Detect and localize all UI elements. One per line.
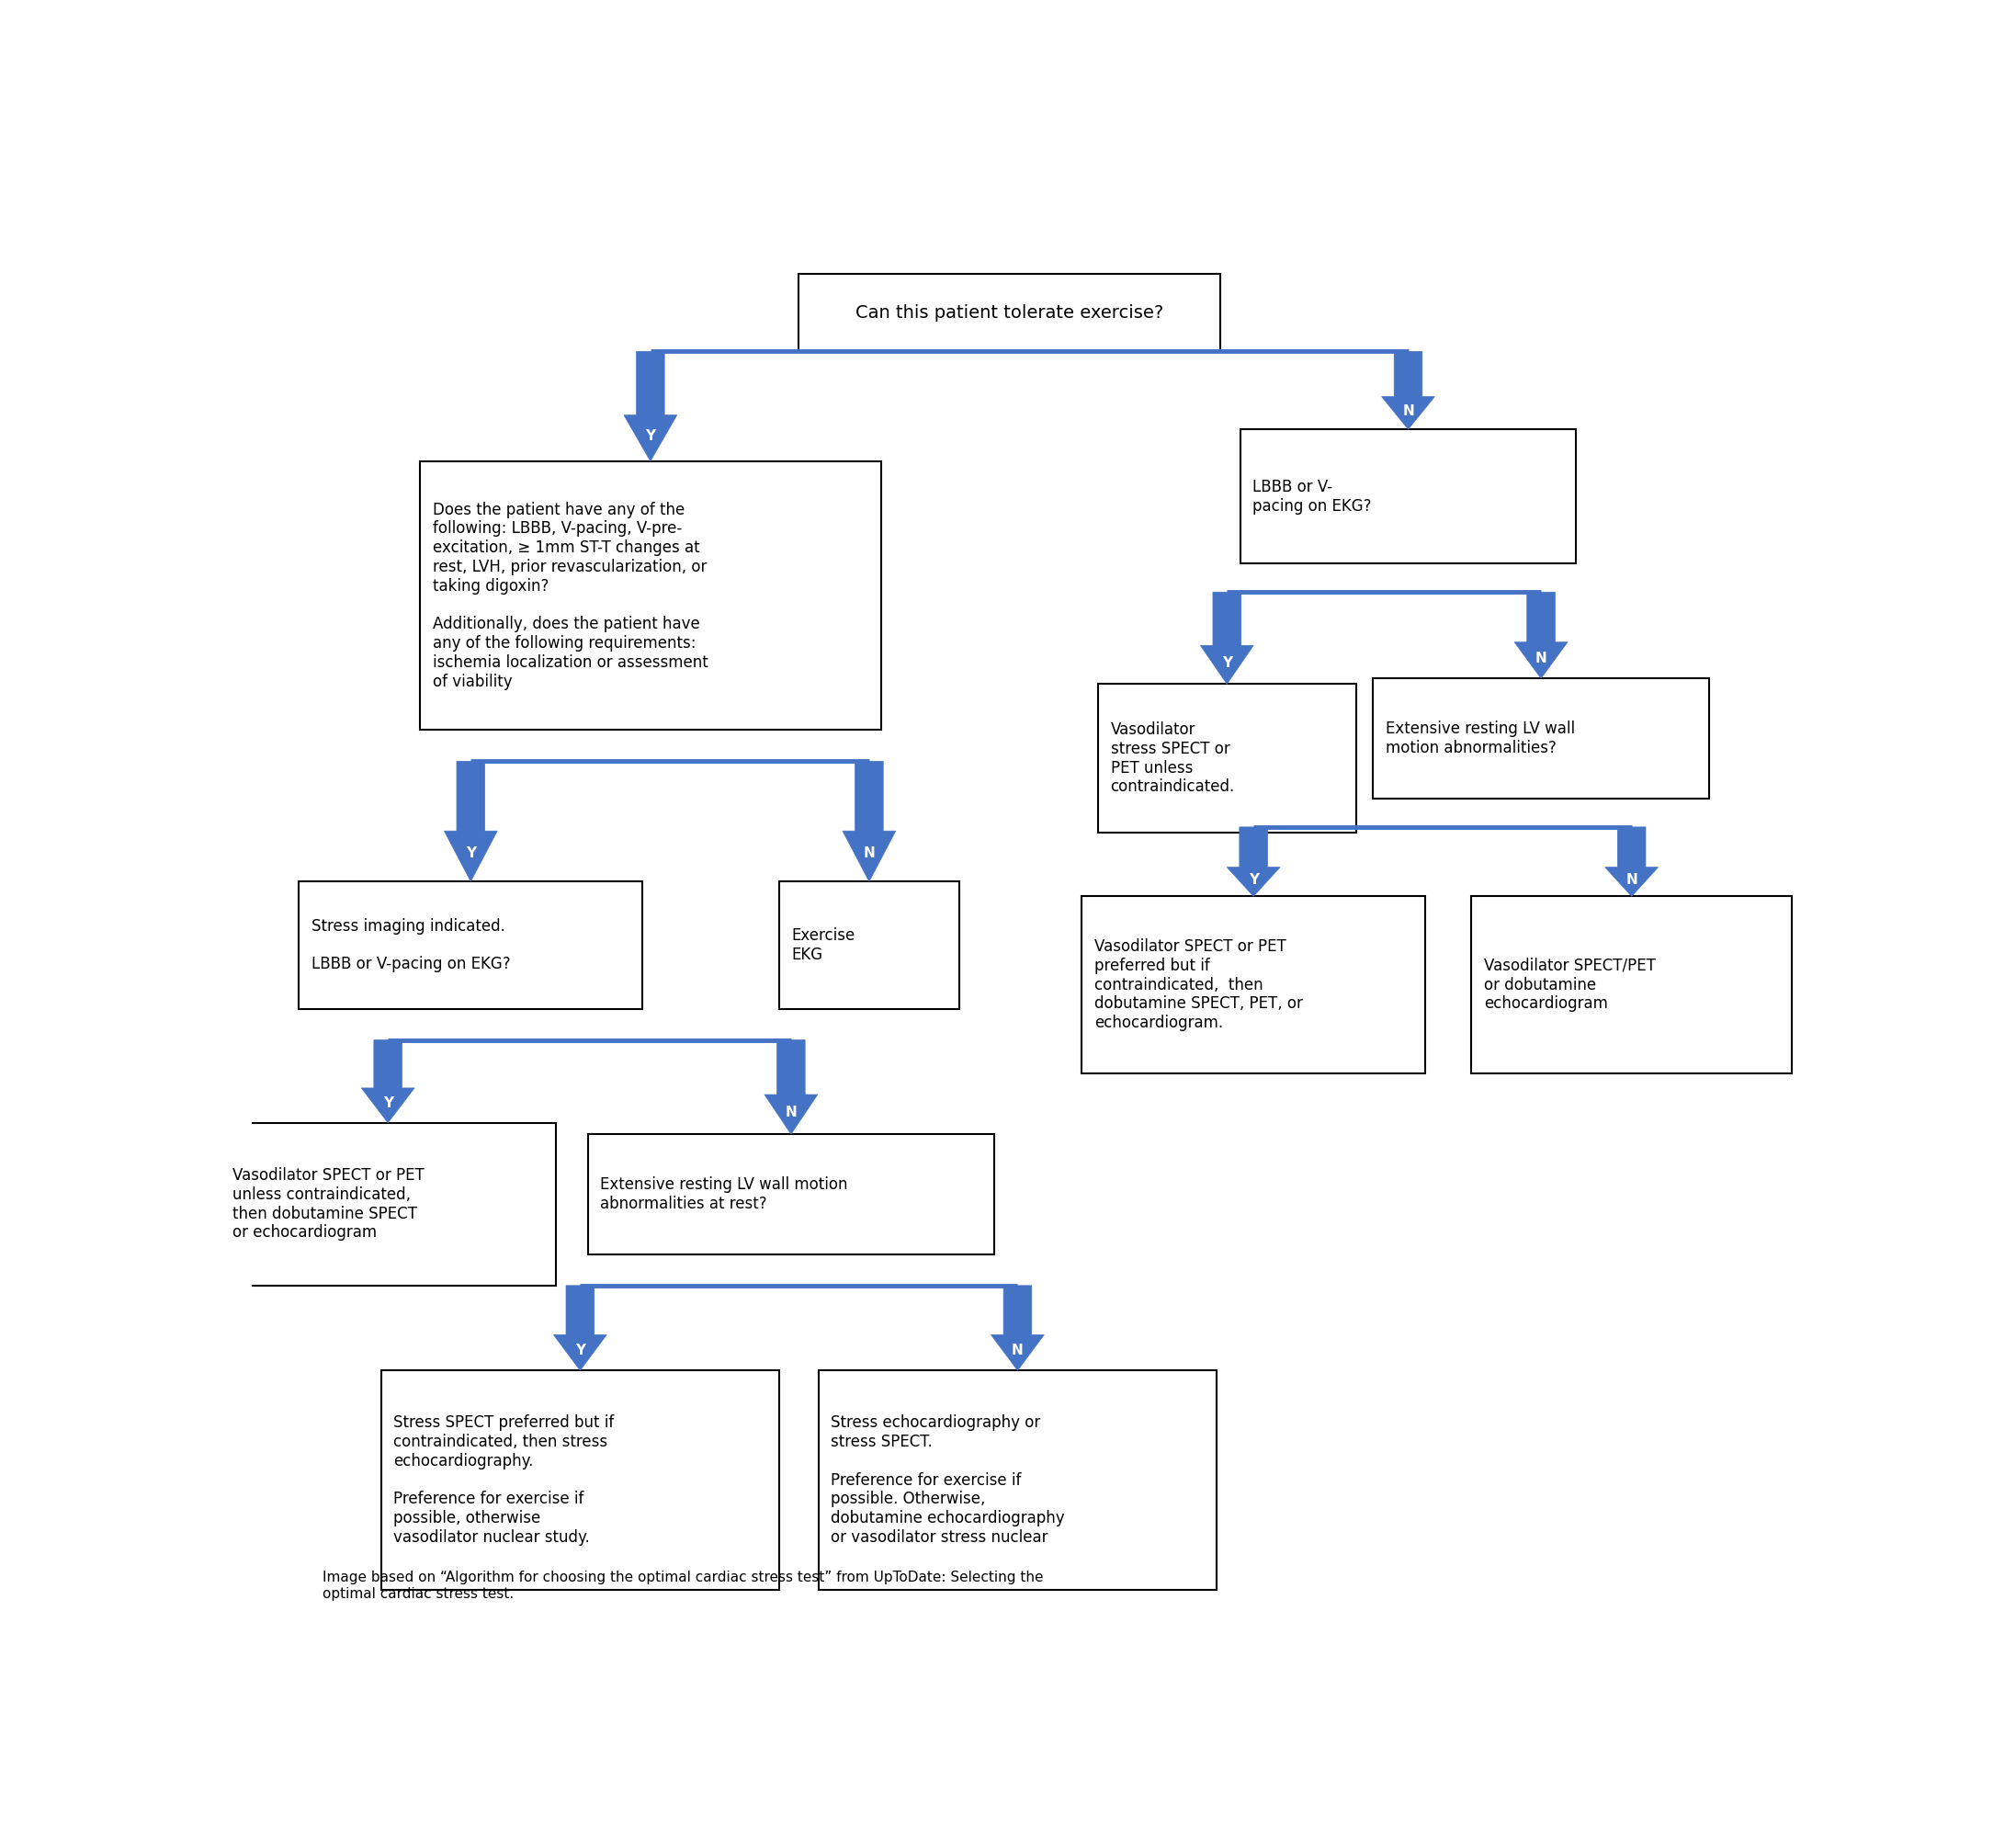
Text: Y: Y xyxy=(466,847,476,860)
Text: N: N xyxy=(1625,873,1637,888)
Polygon shape xyxy=(623,351,677,461)
Text: N: N xyxy=(784,1105,796,1119)
Polygon shape xyxy=(992,1285,1044,1371)
Text: Can this patient tolerate exercise?: Can this patient tolerate exercise? xyxy=(855,303,1163,322)
FancyBboxPatch shape xyxy=(1240,430,1577,564)
Polygon shape xyxy=(444,761,498,882)
FancyBboxPatch shape xyxy=(419,461,881,730)
FancyBboxPatch shape xyxy=(1472,897,1792,1073)
Polygon shape xyxy=(1200,592,1254,684)
Text: N: N xyxy=(863,847,875,860)
Polygon shape xyxy=(554,1285,607,1371)
FancyBboxPatch shape xyxy=(818,1371,1218,1590)
Text: Does the patient have any of the
following: LBBB, V-pacing, V-pre-
excitation, ≥: Does the patient have any of the followi… xyxy=(433,502,708,689)
FancyBboxPatch shape xyxy=(1099,684,1357,833)
Polygon shape xyxy=(361,1040,415,1123)
Text: Y: Y xyxy=(645,428,655,443)
Text: Vasodilator SPECT or PET
unless contraindicated,
then dobutamine SPECT
or echoca: Vasodilator SPECT or PET unless contrain… xyxy=(232,1167,423,1241)
Polygon shape xyxy=(764,1040,818,1134)
FancyBboxPatch shape xyxy=(1083,897,1425,1073)
Text: LBBB or V-
pacing on EKG?: LBBB or V- pacing on EKG? xyxy=(1252,478,1371,515)
Text: Vasodilator
stress SPECT or
PET unless
contraindicated.: Vasodilator stress SPECT or PET unless c… xyxy=(1111,720,1236,796)
FancyBboxPatch shape xyxy=(298,882,643,1009)
FancyBboxPatch shape xyxy=(780,882,960,1009)
Text: Extensive resting LV wall
motion abnormalities?: Extensive resting LV wall motion abnorma… xyxy=(1385,720,1574,757)
Text: Stress imaging indicated.

LBBB or V-pacing on EKG?: Stress imaging indicated. LBBB or V-paci… xyxy=(310,917,510,972)
Text: Vasodilator SPECT/PET
or dobutamine
echocardiogram: Vasodilator SPECT/PET or dobutamine echo… xyxy=(1484,958,1655,1013)
Text: N: N xyxy=(1012,1344,1024,1358)
Polygon shape xyxy=(1381,351,1435,430)
Text: Y: Y xyxy=(575,1344,585,1358)
FancyBboxPatch shape xyxy=(798,274,1222,351)
Text: Vasodilator SPECT or PET
preferred but if
contraindicated,  then
dobutamine SPEC: Vasodilator SPECT or PET preferred but i… xyxy=(1095,937,1302,1031)
Polygon shape xyxy=(1228,827,1280,897)
Polygon shape xyxy=(1605,827,1657,897)
Text: Exercise
EKG: Exercise EKG xyxy=(792,928,855,963)
Text: Stress SPECT preferred but if
contraindicated, then stress
echocardiography.

Pr: Stress SPECT preferred but if contraindi… xyxy=(393,1415,615,1546)
FancyBboxPatch shape xyxy=(381,1371,780,1590)
Text: Stress echocardiography or
stress SPECT.

Preference for exercise if
possible. O: Stress echocardiography or stress SPECT.… xyxy=(831,1415,1064,1546)
Text: N: N xyxy=(1534,651,1546,665)
Polygon shape xyxy=(1514,592,1568,678)
Text: N: N xyxy=(1403,404,1413,419)
Text: Y: Y xyxy=(1222,656,1232,669)
Text: Y: Y xyxy=(383,1097,393,1110)
Text: Image based on “Algorithm for choosing the optimal cardiac stress test” from UpT: Image based on “Algorithm for choosing t… xyxy=(323,1571,1042,1601)
Polygon shape xyxy=(843,761,895,882)
Text: Y: Y xyxy=(1248,873,1258,888)
FancyBboxPatch shape xyxy=(220,1123,556,1285)
Text: Extensive resting LV wall motion
abnormalities at rest?: Extensive resting LV wall motion abnorma… xyxy=(601,1176,849,1211)
FancyBboxPatch shape xyxy=(1373,678,1710,800)
FancyBboxPatch shape xyxy=(589,1134,994,1254)
